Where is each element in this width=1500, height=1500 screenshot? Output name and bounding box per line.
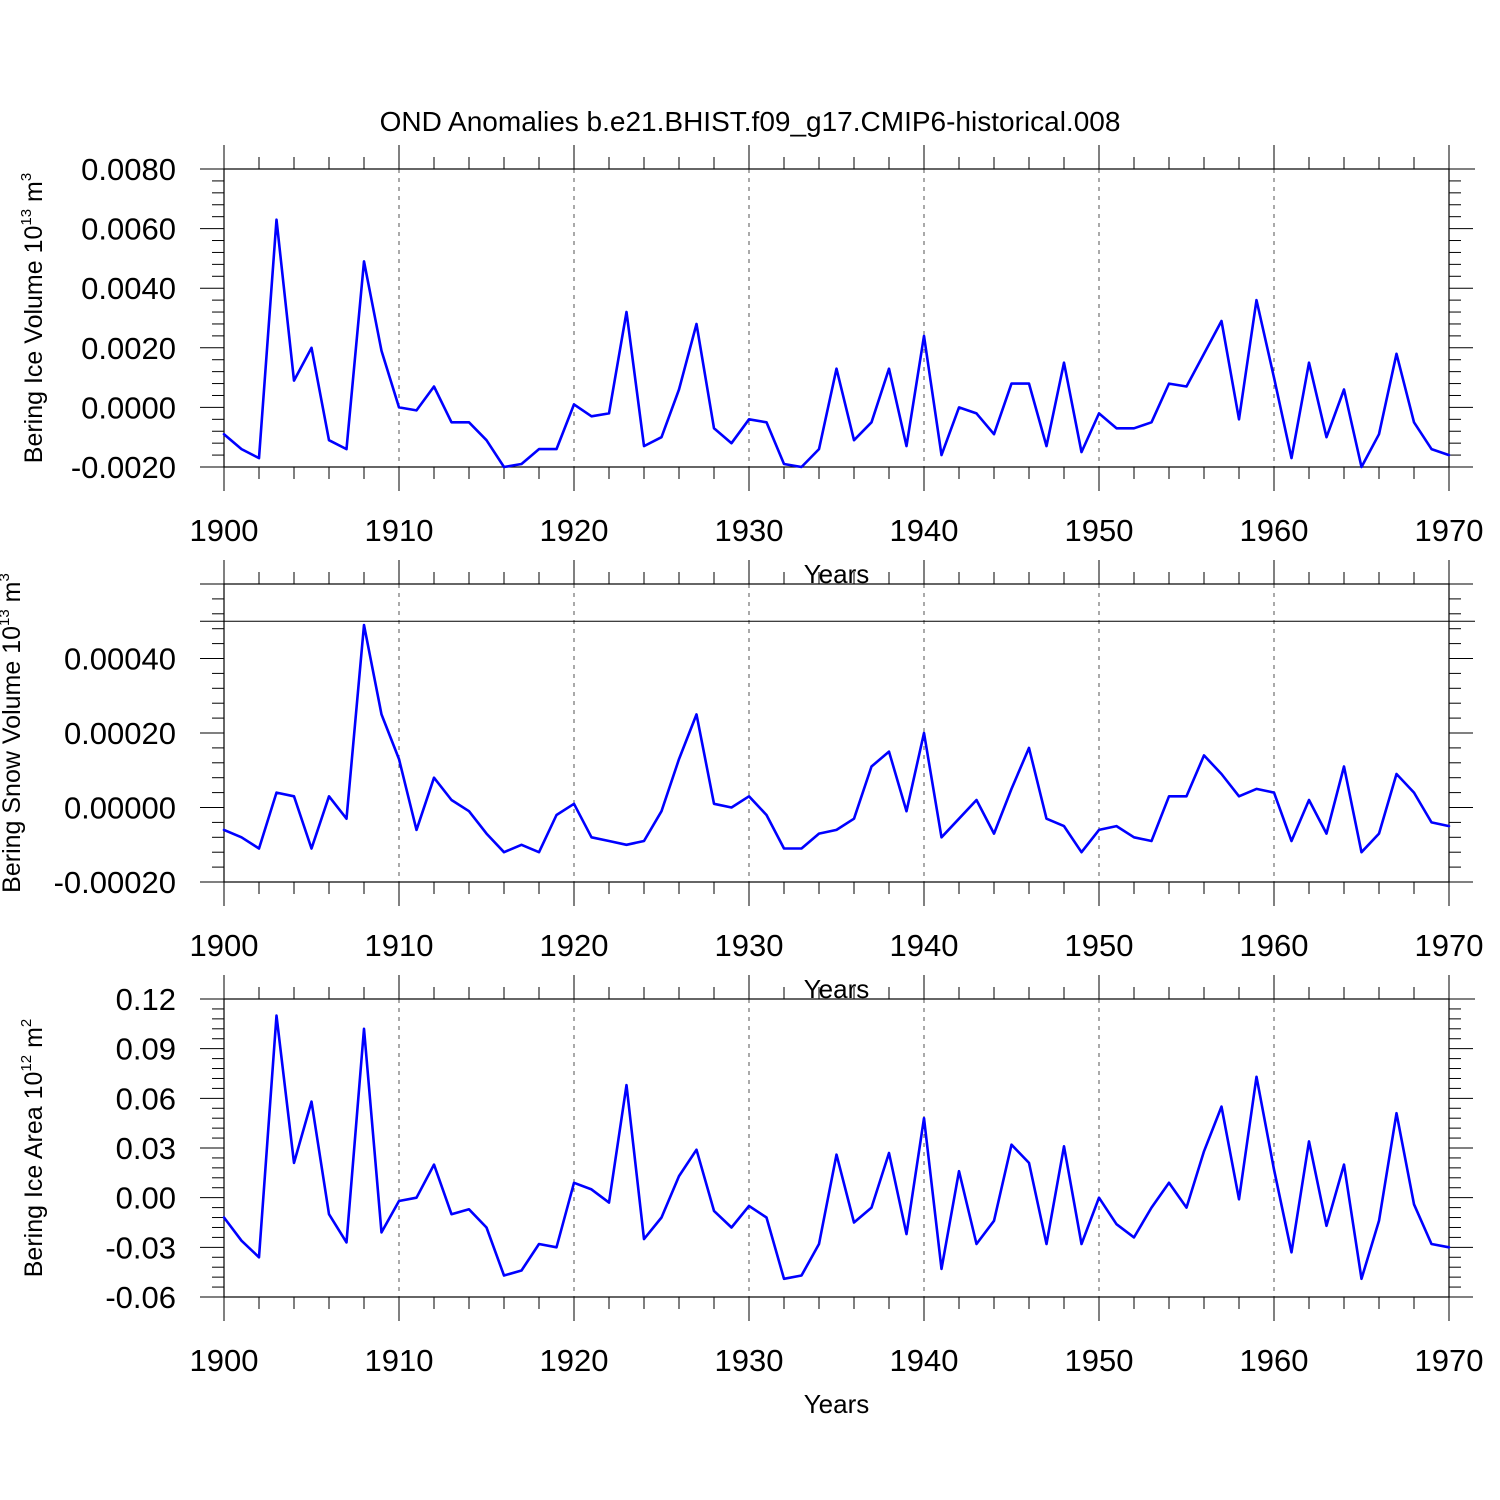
plot-frame <box>223 168 1450 468</box>
y-axis-title: Bering Snow Volume 1013 m3 <box>0 573 26 893</box>
y-tick-label: 0.0020 <box>81 331 176 366</box>
y-tick-label: 0.00 <box>116 1181 176 1216</box>
y-tick-label: 0.0040 <box>81 271 176 306</box>
y-axis-title-unit: m <box>20 181 48 209</box>
y-tick-label: 0.03 <box>116 1131 176 1166</box>
y-axis-title-unit: m <box>20 1027 48 1055</box>
x-tick-label: 1910 <box>365 513 434 548</box>
y-axis-title-unit-exponent: 3 <box>0 573 13 581</box>
x-tick-label: 1950 <box>1065 1343 1134 1378</box>
y-axis-title: Bering Ice Area 1012 m2 <box>18 1019 48 1278</box>
y-axis-title-text: Bering Snow Volume 10 <box>0 626 26 893</box>
series-line-ice-volume <box>222 218 1451 469</box>
series-line-ice-area <box>222 1014 1451 1281</box>
x-tick-label: 1930 <box>715 1343 784 1378</box>
y-axis-title-exponent: 13 <box>18 209 35 226</box>
x-tick-label: 1900 <box>190 1343 259 1378</box>
y-tick-label: 0.12 <box>116 982 176 1017</box>
y-tick-label: 0.06 <box>116 1081 176 1116</box>
y-axis-title-text: Bering Ice Area 10 <box>20 1072 48 1278</box>
x-tick-label: 1900 <box>190 928 259 963</box>
y-axis-title-unit-exponent: 3 <box>18 173 35 181</box>
x-axis-title: Years <box>804 1389 870 1419</box>
y-axis-title-unit-exponent: 2 <box>18 1019 35 1027</box>
x-tick-label: 1930 <box>715 928 784 963</box>
y-axis-title: Bering Ice Volume 1013 m3 <box>18 173 48 463</box>
x-tick-label: 1940 <box>890 1343 959 1378</box>
y-axis-title-unit: m <box>0 582 26 610</box>
x-tick-label: 1920 <box>540 513 609 548</box>
x-tick-label: 1900 <box>190 513 259 548</box>
x-tick-label: 1910 <box>365 928 434 963</box>
x-tick-label: 1940 <box>890 928 959 963</box>
x-tick-label: 1930 <box>715 513 784 548</box>
x-tick-label: 1960 <box>1240 928 1309 963</box>
y-axis-title-exponent: 13 <box>0 609 13 626</box>
x-tick-label: 1950 <box>1065 513 1134 548</box>
x-tick-label: 1910 <box>365 1343 434 1378</box>
y-tick-label: 0.0080 <box>81 152 176 187</box>
x-tick-label: 1960 <box>1240 513 1309 548</box>
y-tick-label: -0.00020 <box>54 865 176 900</box>
y-tick-label: 0.0060 <box>81 212 176 247</box>
x-tick-label: 1960 <box>1240 1343 1309 1378</box>
x-tick-label: 1970 <box>1415 513 1484 548</box>
x-tick-label: 1970 <box>1415 1343 1484 1378</box>
y-axis-title-text: Bering Ice Volume 10 <box>20 226 48 464</box>
series-line-snow-volume <box>222 623 1451 854</box>
y-axis-title-exponent: 12 <box>18 1055 35 1072</box>
x-tick-label: 1920 <box>540 1343 609 1378</box>
panels: 1900 1910 1920 1930 1940 1950 1960 1970 Years -0.… <box>0 145 1483 1419</box>
y-tick-label: -0.0020 <box>71 450 176 485</box>
y-tick-label: 0.00020 <box>64 716 176 751</box>
x-tick-label: 1920 <box>540 928 609 963</box>
y-tick-label: -0.03 <box>105 1230 176 1265</box>
y-tick-label: 0.00000 <box>64 791 176 826</box>
x-tick-label: 1940 <box>890 513 959 548</box>
chart-title: OND Anomalies b.e21.BHIST.f09_g17.CMIP6-… <box>380 106 1121 137</box>
panel-ice-volume: 1900 1910 1920 1930 1940 1950 1960 1970Years-0.… <box>18 145 1483 589</box>
y-tick-label: 0.0000 <box>81 390 176 425</box>
y-tick-label: -0.06 <box>105 1280 176 1315</box>
plot-frame <box>223 998 1450 1298</box>
y-tick-label: 0.00040 <box>64 642 176 677</box>
plot-frame <box>223 583 1450 883</box>
panel-snow-volume: 1900 1910 1920 1930 1940 1950 1960 1970Years-0.… <box>0 560 1483 1004</box>
panel-ice-area: 1900 1910 1920 1930 1940 1950 1960 1970 Years -0.… <box>18 975 1483 1419</box>
x-tick-label: 1950 <box>1065 928 1134 963</box>
x-tick-label: 1970 <box>1415 928 1484 963</box>
y-tick-label: 0.09 <box>116 1032 176 1067</box>
